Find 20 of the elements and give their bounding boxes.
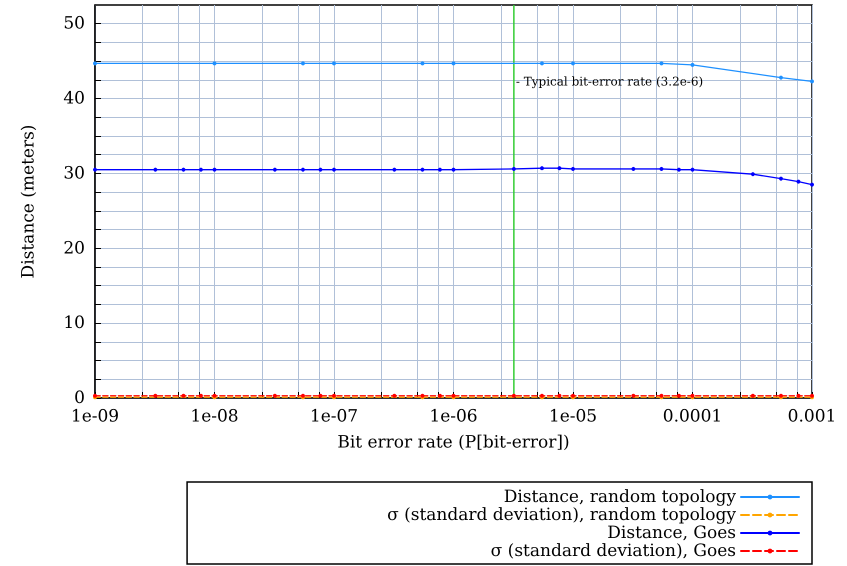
x-tick-label: 1e-09 <box>70 406 120 426</box>
x-tick-label: 0.0001 <box>662 406 722 426</box>
legend-label: σ (standard deviation), random topology <box>387 505 736 525</box>
x-tick-label: 1e-07 <box>310 406 358 426</box>
x-tick-label: 0.001 <box>788 406 836 426</box>
legend-label: Distance, Goes <box>607 523 736 543</box>
x-tick-label: 1e-05 <box>548 406 598 426</box>
legend-label: σ (standard deviation), Goes <box>490 541 736 561</box>
y-axis-title: Distance (meters) <box>18 124 38 278</box>
x-axis-title: Bit error rate (P[bit-error]) <box>337 432 570 452</box>
x-tick-label: 1e-08 <box>190 406 239 426</box>
y-tick-label: 40 <box>63 88 85 109</box>
y-tick-label: 10 <box>63 313 85 334</box>
legend-label: Distance, random topology <box>504 487 736 507</box>
y-tick-label: 30 <box>63 163 85 184</box>
ref-line-label: - Typical bit-error rate (3.2e-6) <box>516 74 704 88</box>
x-tick-label: 1e-06 <box>429 406 478 426</box>
y-tick-label: 0 <box>74 388 85 408</box>
y-tick-label: 20 <box>63 238 85 258</box>
y-tick-label: 50 <box>63 14 85 34</box>
